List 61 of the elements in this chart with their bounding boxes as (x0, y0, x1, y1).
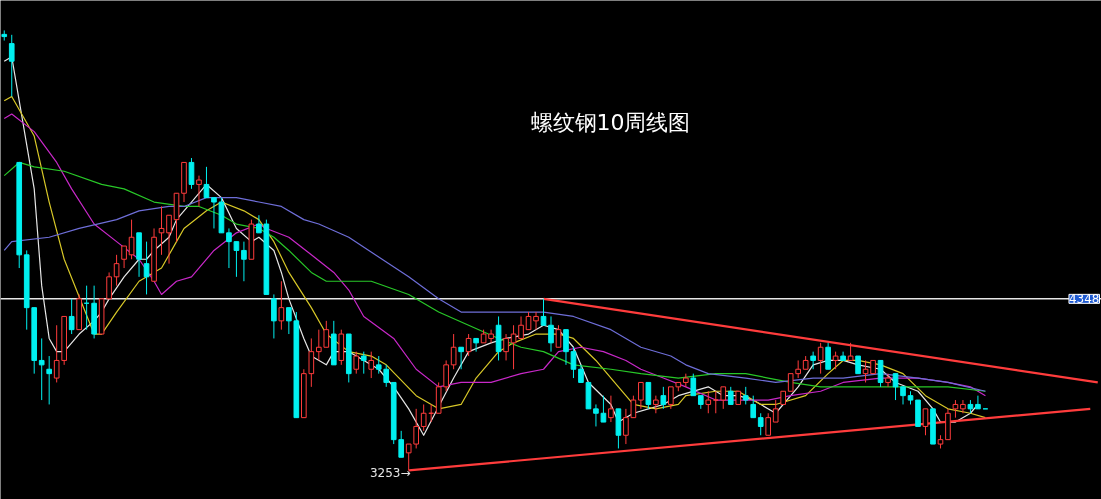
candlestick (315, 329, 322, 361)
candlestick (143, 241, 150, 295)
candlestick (817, 342, 824, 375)
candlestick (563, 329, 569, 366)
candlestick (750, 395, 757, 419)
candlestick (638, 381, 644, 410)
candlestick (196, 175, 202, 207)
candlestick (548, 315, 554, 353)
candlestick (503, 333, 509, 361)
candlestick (113, 254, 120, 287)
candlestick (668, 386, 674, 410)
candlestick (772, 399, 779, 423)
candlestick (690, 373, 697, 397)
candlestick (278, 280, 285, 331)
candlestick (720, 386, 727, 410)
candlestick (757, 412, 764, 436)
candlestick (286, 307, 292, 335)
candlestick (975, 395, 981, 410)
candlestick (8, 34, 15, 97)
candlestick (705, 390, 712, 414)
candlestick (211, 197, 217, 229)
candlestick (765, 412, 772, 436)
candlestick (106, 271, 112, 300)
candlestick (368, 351, 375, 379)
candlestick (68, 298, 75, 335)
candlestick (46, 355, 53, 405)
candlestick (555, 324, 562, 348)
candlestick (233, 241, 240, 278)
candlestick (241, 241, 247, 282)
candlestick (121, 245, 127, 269)
candlestick (540, 298, 547, 326)
candlestick (458, 346, 464, 370)
candlestick (323, 320, 330, 348)
candlestick (877, 359, 884, 388)
candlestick (271, 293, 277, 339)
candlestick (825, 342, 831, 370)
candlestick (420, 403, 427, 432)
candlestick (383, 364, 390, 388)
candlestick (960, 399, 966, 414)
candlestick (885, 373, 891, 388)
candlestick (360, 351, 367, 375)
candlestick (450, 333, 457, 370)
candlestick (128, 219, 135, 260)
candlestick (203, 166, 210, 199)
candlestick (465, 333, 472, 357)
annotation: 3253→ (369, 465, 411, 480)
text: 螺纹钢10周线图 (530, 110, 691, 135)
candlestick (660, 386, 667, 410)
candlestick (226, 227, 232, 269)
candlestick (473, 337, 479, 353)
candlestick (608, 395, 614, 423)
candlestick (653, 395, 659, 414)
annotation: 4348 (1068, 292, 1100, 307)
candlestick (413, 408, 420, 449)
candlestick (38, 337, 45, 401)
candlestick (810, 351, 816, 370)
candlestick (443, 359, 449, 392)
candlestick (353, 351, 360, 375)
candlestick (712, 390, 719, 414)
candlestick (645, 381, 652, 410)
candlestick (570, 346, 577, 379)
